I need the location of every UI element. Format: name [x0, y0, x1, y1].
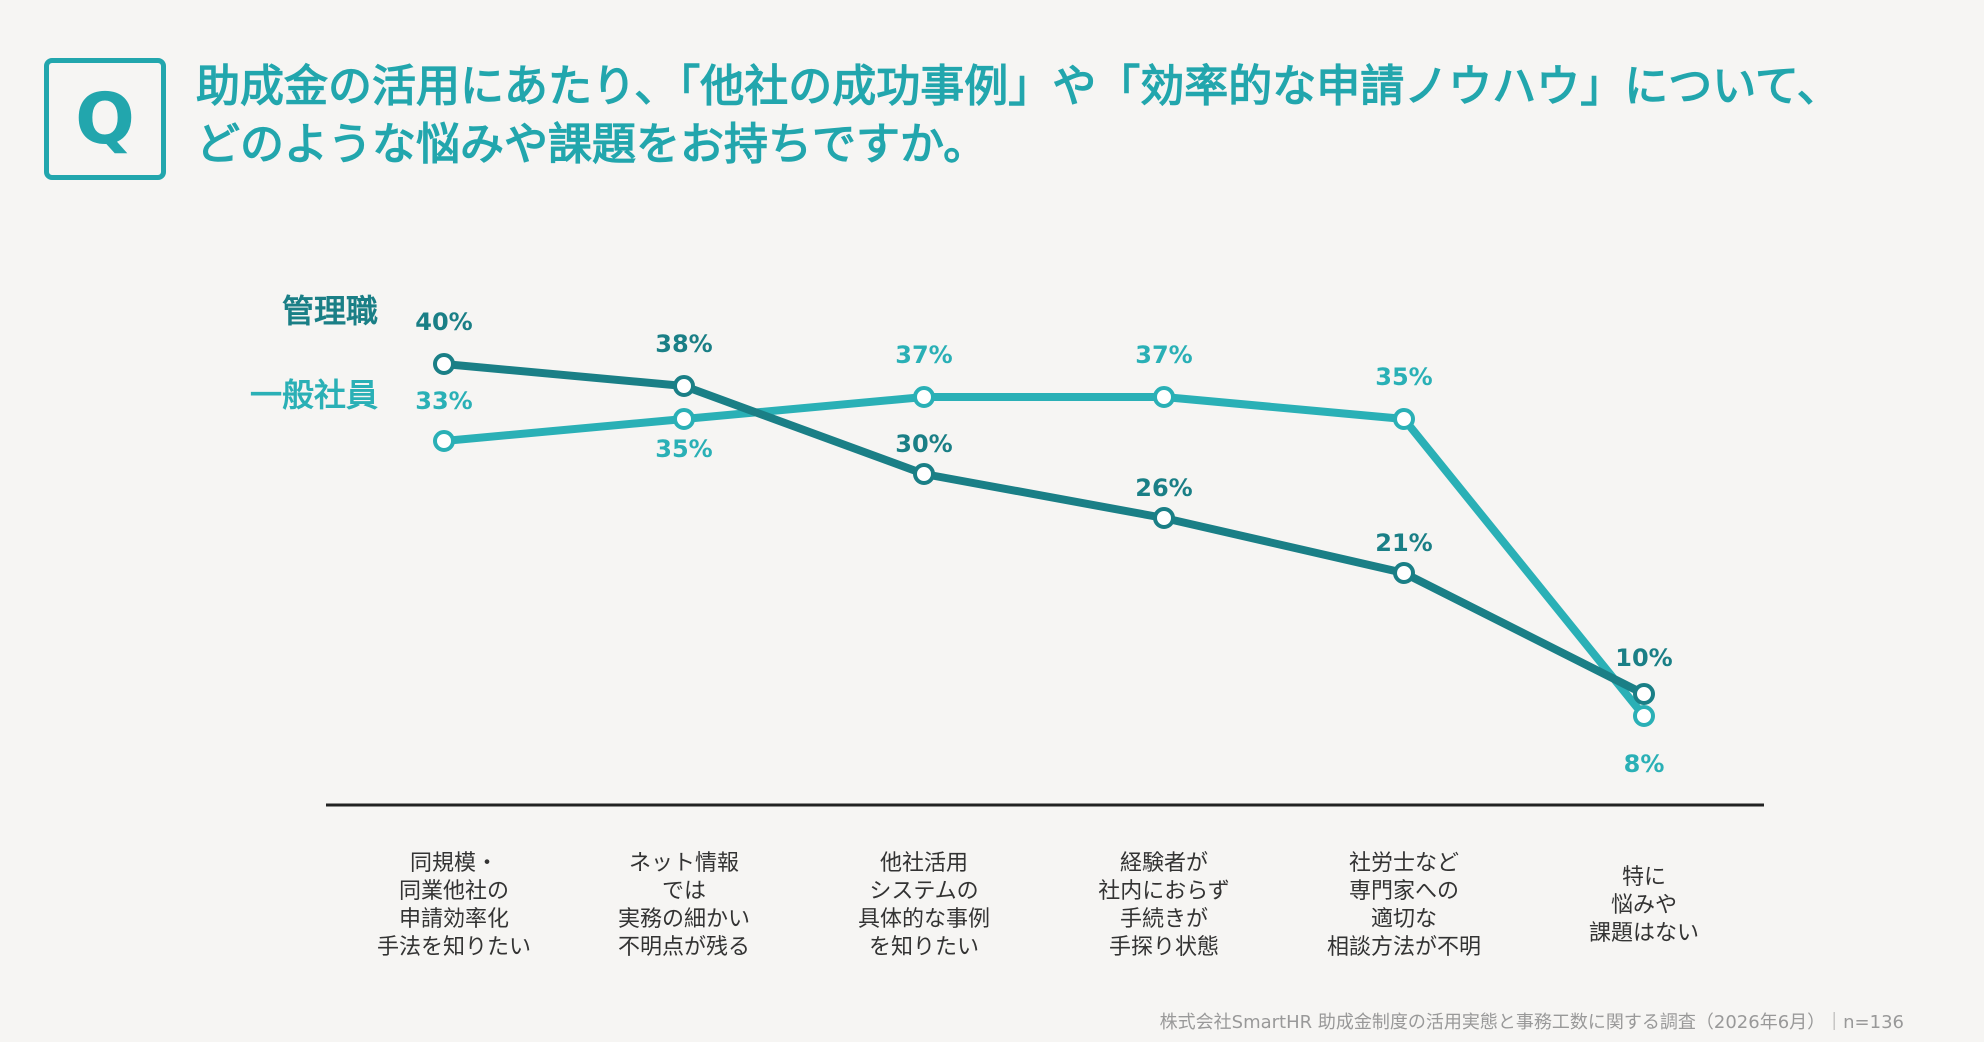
- category-label-1: ネット情報 では 実務の細かい 不明点が残る: [617, 851, 750, 960]
- question-mark-box: Q: [44, 58, 166, 180]
- question-line-2: どのような悩みや課題をお持ちですか。: [196, 119, 988, 170]
- series-line-manager: [440, 360, 1648, 698]
- data-point-manager-2: [913, 463, 935, 485]
- question-title: 助成金の活用にあたり、「他社の成功事例」や「効率的な申請ノウハウ」について、 ど…: [196, 58, 1956, 174]
- data-label-staff-3: 37%: [1135, 341, 1192, 369]
- category-label-4: 社労士など 専門家への 適切な 相談方法が不明: [1326, 851, 1481, 960]
- data-point-manager-3: [1153, 507, 1175, 529]
- data-label-manager-2: 30%: [895, 430, 952, 458]
- data-point-staff-1: [673, 408, 695, 430]
- category-label-2: 他社活用 システムの 具体的な事例 を知りたい: [857, 851, 990, 960]
- data-point-staff-5: [1633, 705, 1655, 727]
- data-point-staff-3: [1153, 386, 1175, 408]
- data-label-staff-4: 35%: [1375, 363, 1432, 391]
- legend-staff: 一般社員: [250, 376, 378, 414]
- data-label-staff-5: 8%: [1624, 750, 1665, 778]
- source-note: 株式会社SmartHR 助成金制度の活用実態と事務工数に関する調査（2026年6…: [1159, 1012, 1904, 1033]
- category-label-0: 同規模・ 同業他社の 申請効率化 手法を知りたい: [376, 851, 531, 960]
- data-label-manager-0: 40%: [415, 308, 472, 336]
- data-label-manager-1: 38%: [655, 330, 712, 358]
- category-label-5: 特に 悩みや 課題はない: [1588, 865, 1699, 946]
- data-point-manager-0: [433, 353, 455, 375]
- data-label-staff-1: 35%: [655, 435, 712, 463]
- data-point-manager-4: [1393, 562, 1415, 584]
- question-line-1: 助成金の活用にあたり、「他社の成功事例」や「効率的な申請ノウハウ」について、: [196, 61, 1841, 112]
- category-label-3: 経験者が 社内におらず 手続きが 手探り状態: [1098, 851, 1230, 960]
- data-point-staff-2: [913, 386, 935, 408]
- data-label-manager-4: 21%: [1375, 529, 1432, 557]
- data-label-manager-5: 10%: [1615, 644, 1672, 672]
- data-point-manager-5: [1633, 683, 1655, 705]
- data-point-manager-1: [673, 375, 695, 397]
- data-point-staff-4: [1393, 408, 1415, 430]
- data-point-staff-0: [433, 430, 455, 452]
- legend-manager: 管理職: [282, 292, 378, 330]
- data-label-staff-2: 37%: [895, 341, 952, 369]
- q-mark: Q: [75, 78, 135, 160]
- data-label-staff-0: 33%: [415, 387, 472, 415]
- series-line-staff: [440, 393, 1648, 720]
- data-label-manager-3: 26%: [1135, 474, 1192, 502]
